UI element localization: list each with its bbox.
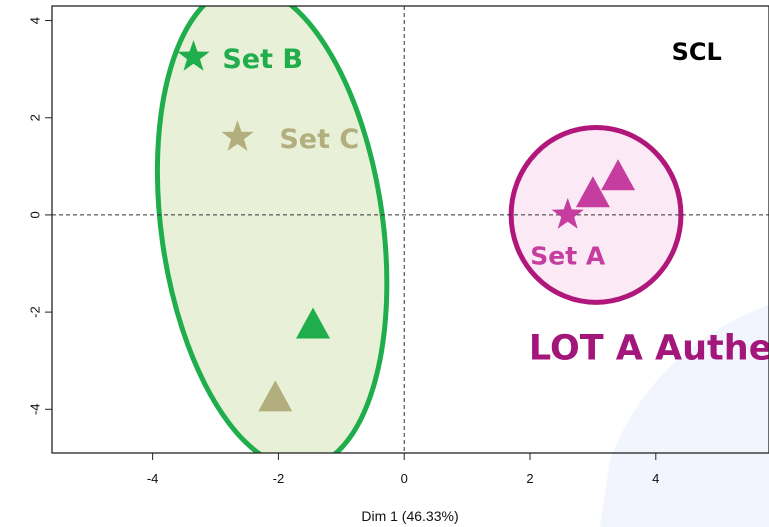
x-tick-label: 0: [401, 471, 408, 486]
y-tick-label: 2: [28, 114, 43, 121]
annotation-label: Set C: [279, 124, 359, 155]
confidence-ellipse-2: [508, 124, 684, 305]
star-marker: [551, 197, 584, 229]
annotation-label: Set B: [222, 44, 303, 75]
y-axis: -4 -2 0 2 4: [28, 17, 52, 415]
star-marker: [177, 40, 210, 71]
x-axis-title: Dim 1 (46.33%): [361, 508, 458, 524]
triangle-marker: [601, 159, 636, 191]
triangle-marker: [575, 176, 610, 208]
y-tick-label: -2: [28, 306, 43, 318]
point-layer: [177, 40, 636, 412]
triangle-marker: [296, 307, 331, 339]
reference-lines: [52, 6, 769, 453]
x-tick-label: 2: [526, 471, 533, 486]
y-tick-label: 4: [28, 17, 43, 24]
y-tick-label: -4: [28, 403, 43, 415]
x-tick-label: -2: [273, 471, 285, 486]
triangle-marker: [258, 380, 293, 412]
annotation-label: Set A: [530, 242, 606, 271]
x-axis: -4 -2 0 2 4: [147, 453, 659, 486]
star-marker: [221, 120, 254, 151]
annotation-label: LOT A Authent: [529, 329, 769, 369]
confidence-ellipse-1: [154, 6, 390, 453]
y-tick-label: 0: [28, 211, 43, 218]
ellipse-layer: [154, 6, 684, 453]
annotation-layer: Set B Set C Set A SCL LOT A Authent: [222, 38, 769, 368]
watermark-shape: [600, 305, 769, 527]
annotation-label: SCL: [672, 38, 722, 66]
x-tick-label: 4: [652, 471, 659, 486]
x-tick-label: -4: [147, 471, 159, 486]
plot-frame: [51, 5, 769, 454]
